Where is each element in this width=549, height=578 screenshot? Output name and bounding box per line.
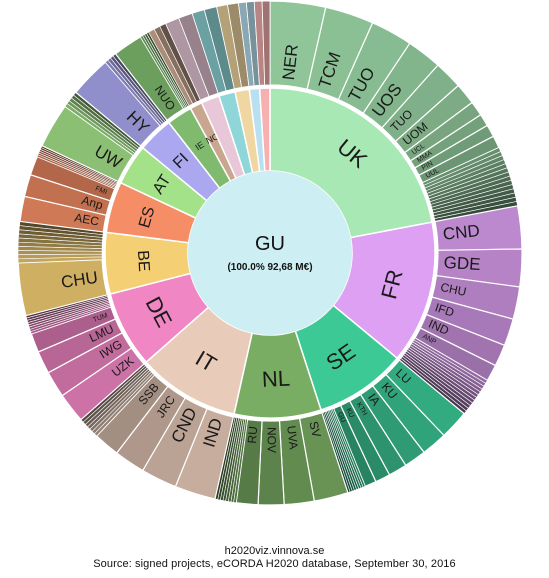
outer-label-cnd: CND [442,221,481,244]
outer-label-anp: Anp [80,193,105,212]
outer-label-ru: RU [245,426,261,445]
inner-label-be: BE [134,250,152,272]
inner-label-es: ES [136,205,158,230]
footer-source: Source: signed projects, eCORDA H2020 da… [93,558,456,570]
center-circle [188,171,352,335]
outer-label-fmi: FMI [94,185,108,196]
center-label: GU [255,233,285,255]
outer-slice[interactable] [261,0,271,86]
outer-label-nov: NOV [265,427,279,453]
outer-label-aec: AEC [73,210,100,228]
outer-label-sv: SV [306,420,323,439]
outer-label-uva: UVA [284,425,301,450]
outer-label-chu: CHU [439,280,467,299]
outer-label-gde: GDE [443,253,481,274]
footer-site: h2020viz.vinnova.se [224,545,325,557]
center-sublabel: (100.0% 92,68 M€) [227,262,312,273]
outer-ring: NER TCM TUOUOSTUOUOMUCLMMAPINUULCNDGDECHUI… [17,0,523,506]
outer-label-ku: KU [344,407,355,419]
inner-label-nl: NL [261,366,290,392]
outer-label-ner: NER [279,43,302,81]
outer-label-pin: PIN [421,160,435,172]
outer-label-gu: GU [336,411,347,423]
outer-label-ifd: IFD [433,300,456,319]
